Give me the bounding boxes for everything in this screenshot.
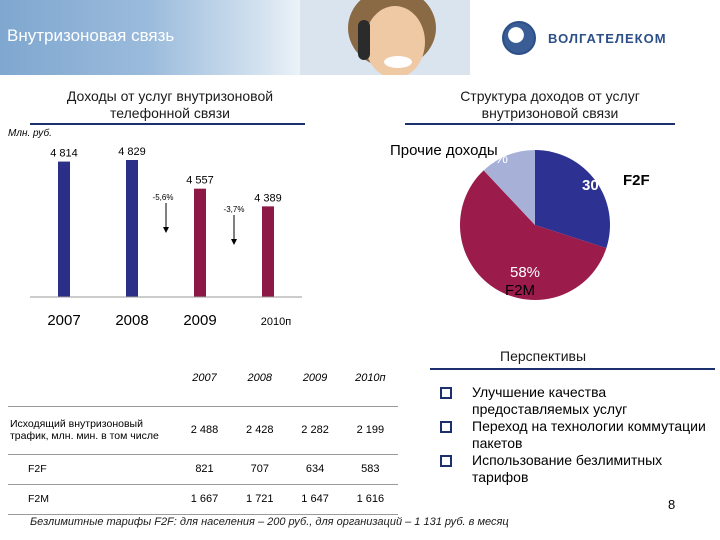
row-label: F2M — [8, 484, 177, 515]
checkbox-bullet-icon — [440, 455, 452, 467]
header: Внутризоновая связь ВОЛГАТЕЛЕКОМ — [0, 0, 720, 75]
revenue-title-line1: Доходы от услуг внутризоновой — [66, 88, 274, 104]
col-header: 2010п — [342, 350, 398, 407]
pie-name-label: Прочие доходы — [390, 142, 498, 159]
table-row: F2M 1 667 1 721 1 647 1 616 — [8, 484, 398, 515]
col-header: 2007 — [176, 350, 233, 407]
row-label: F2F — [8, 454, 177, 485]
table-cell: 2 488 — [176, 406, 233, 455]
table-cell: 1 616 — [342, 484, 398, 515]
pie-name-label: F2M — [505, 282, 535, 299]
table-corner — [8, 350, 177, 407]
structure-section-title: Структура доходов от услуг внутризоновой… — [400, 88, 700, 122]
revenue-title-line2: телефонной связи — [110, 105, 230, 121]
change-annotation: -3,7% — [224, 205, 245, 214]
change-annotation: -5,6% — [153, 193, 174, 202]
list-item: Использование безлимитных тарифов — [440, 452, 710, 486]
bar-2009 — [194, 188, 206, 297]
x-tick-label: 2007 — [47, 312, 80, 329]
pie-slice-f2m — [460, 170, 607, 300]
table-cell: 634 — [287, 454, 343, 485]
list-item-text: Переход на технологии коммутации пакетов — [472, 418, 706, 451]
header-photo — [300, 0, 470, 75]
revenue-structure-pie: 30% F2F 58%F2M 12%Прочие доходы — [390, 142, 650, 300]
revenue-bar-chart: 4 814 2007 4 829 2008 4 557 2009 4 389 2010п -5,… — [30, 146, 302, 329]
perspectives-rule — [430, 368, 715, 370]
traffic-table: 2007 2008 2009 2010п Исходящий внутризон… — [8, 350, 398, 515]
bar-value-label: 4 814 — [50, 148, 78, 160]
x-tick-label: 2010п — [261, 316, 291, 328]
col-header: 2008 — [232, 350, 288, 407]
col-header: 2009 — [287, 350, 343, 407]
row-label: Исходящий внутризоновый трафик, млн. мин… — [8, 406, 177, 455]
bar-2007 — [58, 161, 70, 297]
bar-value-label: 4 389 — [254, 192, 282, 204]
table-cell: 583 — [342, 454, 398, 485]
checkbox-bullet-icon — [440, 421, 452, 433]
unit-label: Млн. руб. — [8, 128, 52, 139]
x-tick-label: 2009 — [183, 312, 216, 329]
header-band — [0, 0, 330, 75]
pie-slice-f2f — [535, 150, 610, 249]
table-row: F2F 821 707 634 583 — [8, 454, 398, 485]
page-title: Внутризоновая связь — [7, 26, 175, 45]
bar-2008 — [126, 160, 138, 297]
table-header-row: 2007 2008 2009 2010п — [8, 350, 398, 407]
pie-percent-label: 58% — [510, 264, 540, 281]
x-tick-label: 2008 — [115, 312, 148, 329]
list-item: Переход на технологии коммутации пакетов — [440, 418, 710, 452]
table-cell: 1 667 — [176, 484, 233, 515]
perspectives-title: Перспективы — [500, 348, 587, 364]
pie-name-label: F2F — [623, 172, 650, 189]
company-logo: ВОЛГАТЕЛЕКОМ — [502, 20, 667, 56]
bar-value-label: 4 829 — [118, 146, 146, 158]
list-item: Улучшение качества предоставляемых услуг — [440, 384, 710, 418]
list-item-text: Улучшение качества предоставляемых услуг — [472, 384, 628, 417]
footnote: Безлимитные тарифы F2F: для населения – … — [30, 516, 509, 528]
pie-percent-label: 30% — [582, 177, 612, 194]
bar-2010п — [262, 206, 274, 297]
checkbox-bullet-icon — [440, 387, 452, 399]
table-cell: 707 — [232, 454, 288, 485]
logo-icon — [502, 21, 536, 55]
pie-slice-прочие-доходы — [483, 150, 535, 225]
revenue-section-title: Доходы от услуг внутризоновой телефонной… — [20, 88, 320, 122]
logo-text: ВОЛГАТЕЛЕКОМ — [548, 30, 667, 46]
table-row: Исходящий внутризоновый трафик, млн. мин… — [8, 406, 398, 455]
pie-percent-label: 12% — [478, 150, 508, 167]
perspectives-list: Улучшение качества предоставляемых услуг… — [440, 384, 710, 486]
structure-section-rule — [405, 123, 675, 125]
list-item-text: Использование безлимитных тарифов — [472, 452, 663, 485]
arrow-head-icon — [231, 239, 237, 245]
bar-value-label: 4 557 — [186, 175, 214, 187]
table-cell: 1 721 — [232, 484, 288, 515]
table-cell: 2 428 — [232, 406, 288, 455]
page-number: 8 — [668, 497, 676, 512]
structure-title-line2: внутризоновой связи — [481, 105, 619, 121]
arrow-head-icon — [163, 227, 169, 233]
table-cell: 1 647 — [287, 484, 343, 515]
structure-title-line1: Структура доходов от услуг — [460, 88, 640, 104]
table-cell: 821 — [176, 454, 233, 485]
revenue-section-rule — [30, 123, 305, 125]
table-cell: 2 282 — [287, 406, 343, 455]
table-cell: 2 199 — [342, 406, 398, 455]
